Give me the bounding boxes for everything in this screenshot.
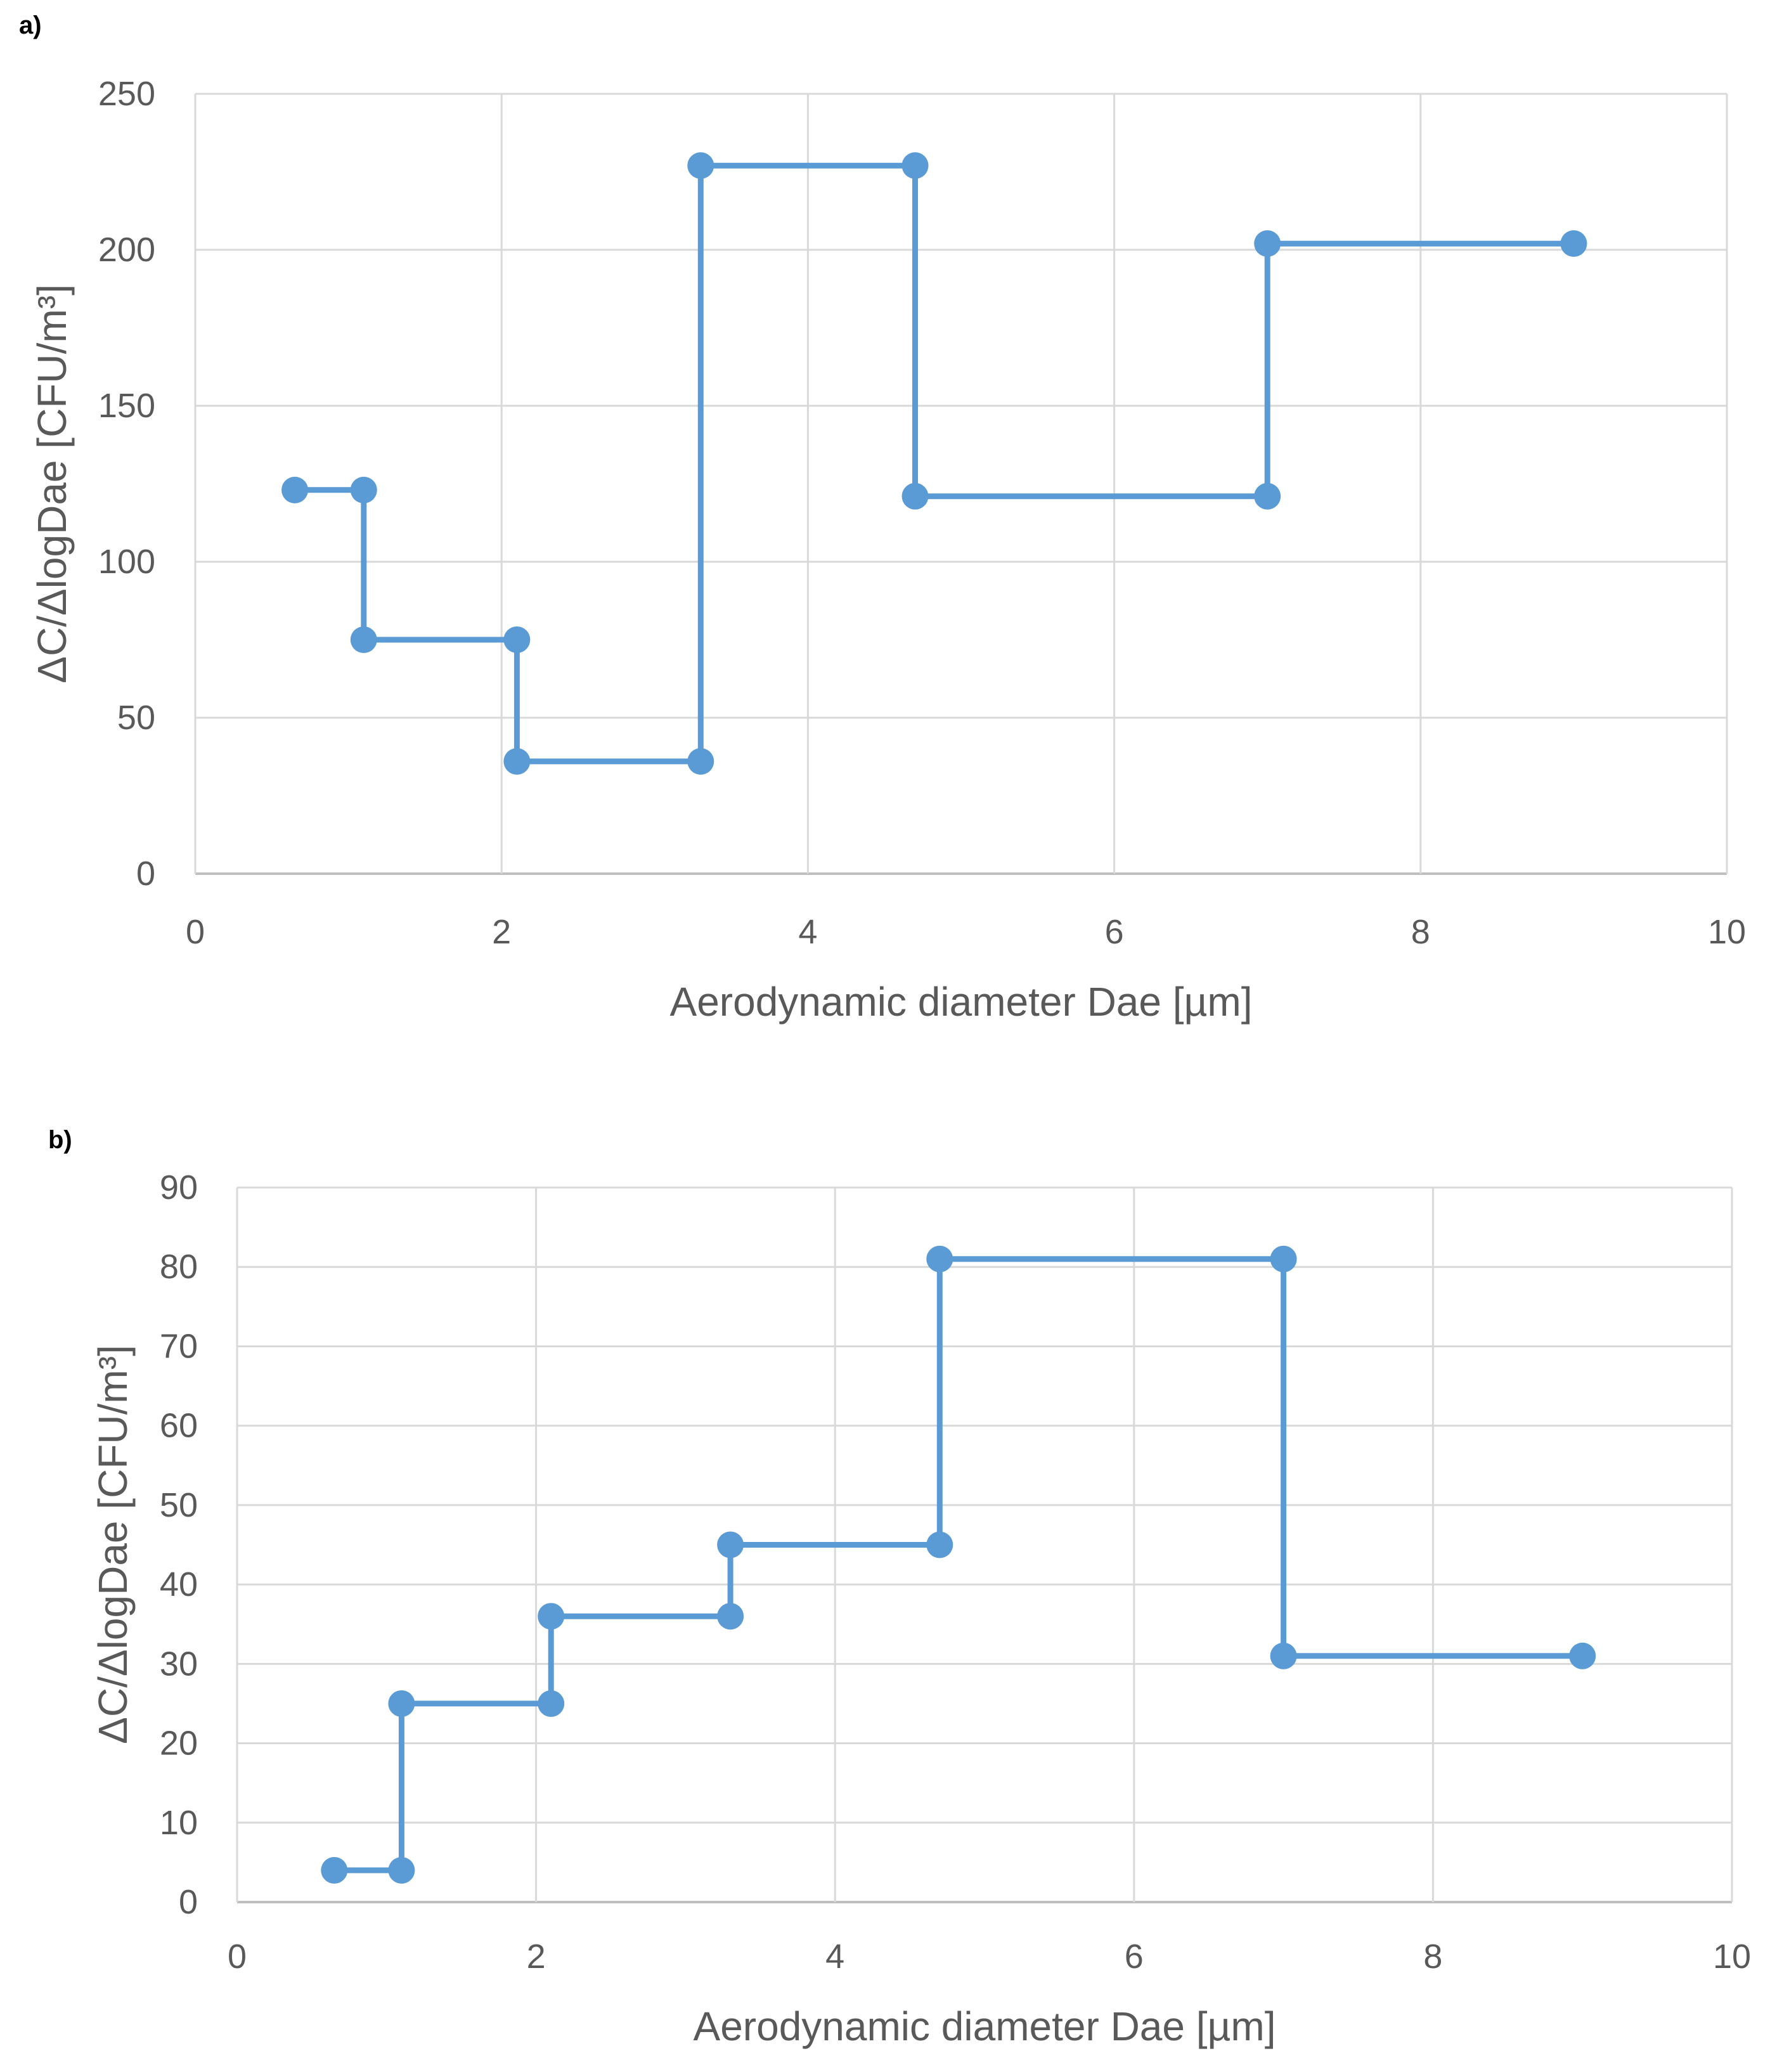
data-point-marker [901,152,929,179]
series-line [331,1256,1586,1874]
data-point-marker [1254,482,1281,510]
x-tick-label: 6 [1105,913,1124,951]
data-point-marker [503,748,531,775]
series-line [292,162,1577,765]
data-point-marker [388,1856,415,1884]
y-tick-label: 20 [160,1725,198,1763]
data-point-marker [901,482,929,510]
y-axis-title: ΔC/ΔlogDae [CFU/m³] [29,284,75,683]
x-axis-title: Aerodynamic diameter Dae [µm] [670,979,1253,1025]
y-tick-label: 10 [160,1804,198,1842]
x-tick-label: 8 [1411,913,1430,951]
panel-label-b: b) [48,1126,72,1154]
data-point-marker [321,1856,348,1884]
data-point-marker [687,748,714,775]
x-tick-label: 0 [228,1938,247,1976]
x-tick-label: 10 [1708,913,1746,951]
data-point-marker [1569,1642,1596,1669]
data-point-marker [281,476,309,503]
data-point-marker [717,1603,744,1630]
y-axis-title: ΔC/ΔlogDae [CFU/m³] [90,1345,136,1744]
data-point-marker [717,1531,744,1558]
x-tick-label: 4 [798,913,817,951]
y-tick-label: 40 [160,1565,198,1603]
chart-b: 0 10 20 30 40 50 60 70 80 90 0 2 4 6 8 10 Aerodynamic di… [90,1169,1751,2049]
y-tick-label: 50 [117,699,155,737]
x-tick-label: 4 [825,1938,844,1976]
y-tick-label: 150 [98,387,155,425]
data-point-marker [350,476,377,503]
data-point-marker [503,626,531,653]
x-tick-label: 0 [186,913,205,951]
data-point-marker [538,1603,565,1630]
y-tick-label: 0 [136,855,155,893]
y-tick-label: 30 [160,1645,198,1683]
data-point-marker [1270,1245,1297,1272]
chart-a: 0 50 100 150 200 250 0 2 4 6 8 10 Aerodynamic diamet… [29,75,1746,1025]
data-point-marker [388,1690,415,1717]
y-tick-label: 60 [160,1407,198,1445]
data-point-marker [350,626,377,653]
y-tick-label: 100 [98,543,155,581]
data-point-marker [1270,1642,1297,1669]
x-tick-label: 2 [527,1938,546,1976]
y-tick-label: 70 [160,1327,198,1365]
data-point-marker [687,152,714,179]
panel-label-a: a) [19,11,42,39]
data-point-marker [1254,230,1281,257]
y-tick-label: 200 [98,231,155,269]
x-tick-label: 10 [1713,1938,1751,1976]
data-point-marker [538,1690,565,1717]
y-tick-label: 250 [98,75,155,113]
x-axis-title: Aerodynamic diameter Dae [µm] [694,2004,1276,2049]
x-tick-label: 2 [492,913,511,951]
x-tick-label: 8 [1423,1938,1442,1976]
data-point-marker [926,1245,953,1272]
data-point-marker [1560,230,1587,257]
y-tick-label: 0 [179,1883,198,1921]
data-point-marker [926,1531,953,1558]
y-tick-label: 80 [160,1248,198,1286]
x-tick-label: 6 [1125,1938,1144,1976]
y-tick-label: 90 [160,1169,198,1207]
y-tick-label: 50 [160,1486,198,1524]
